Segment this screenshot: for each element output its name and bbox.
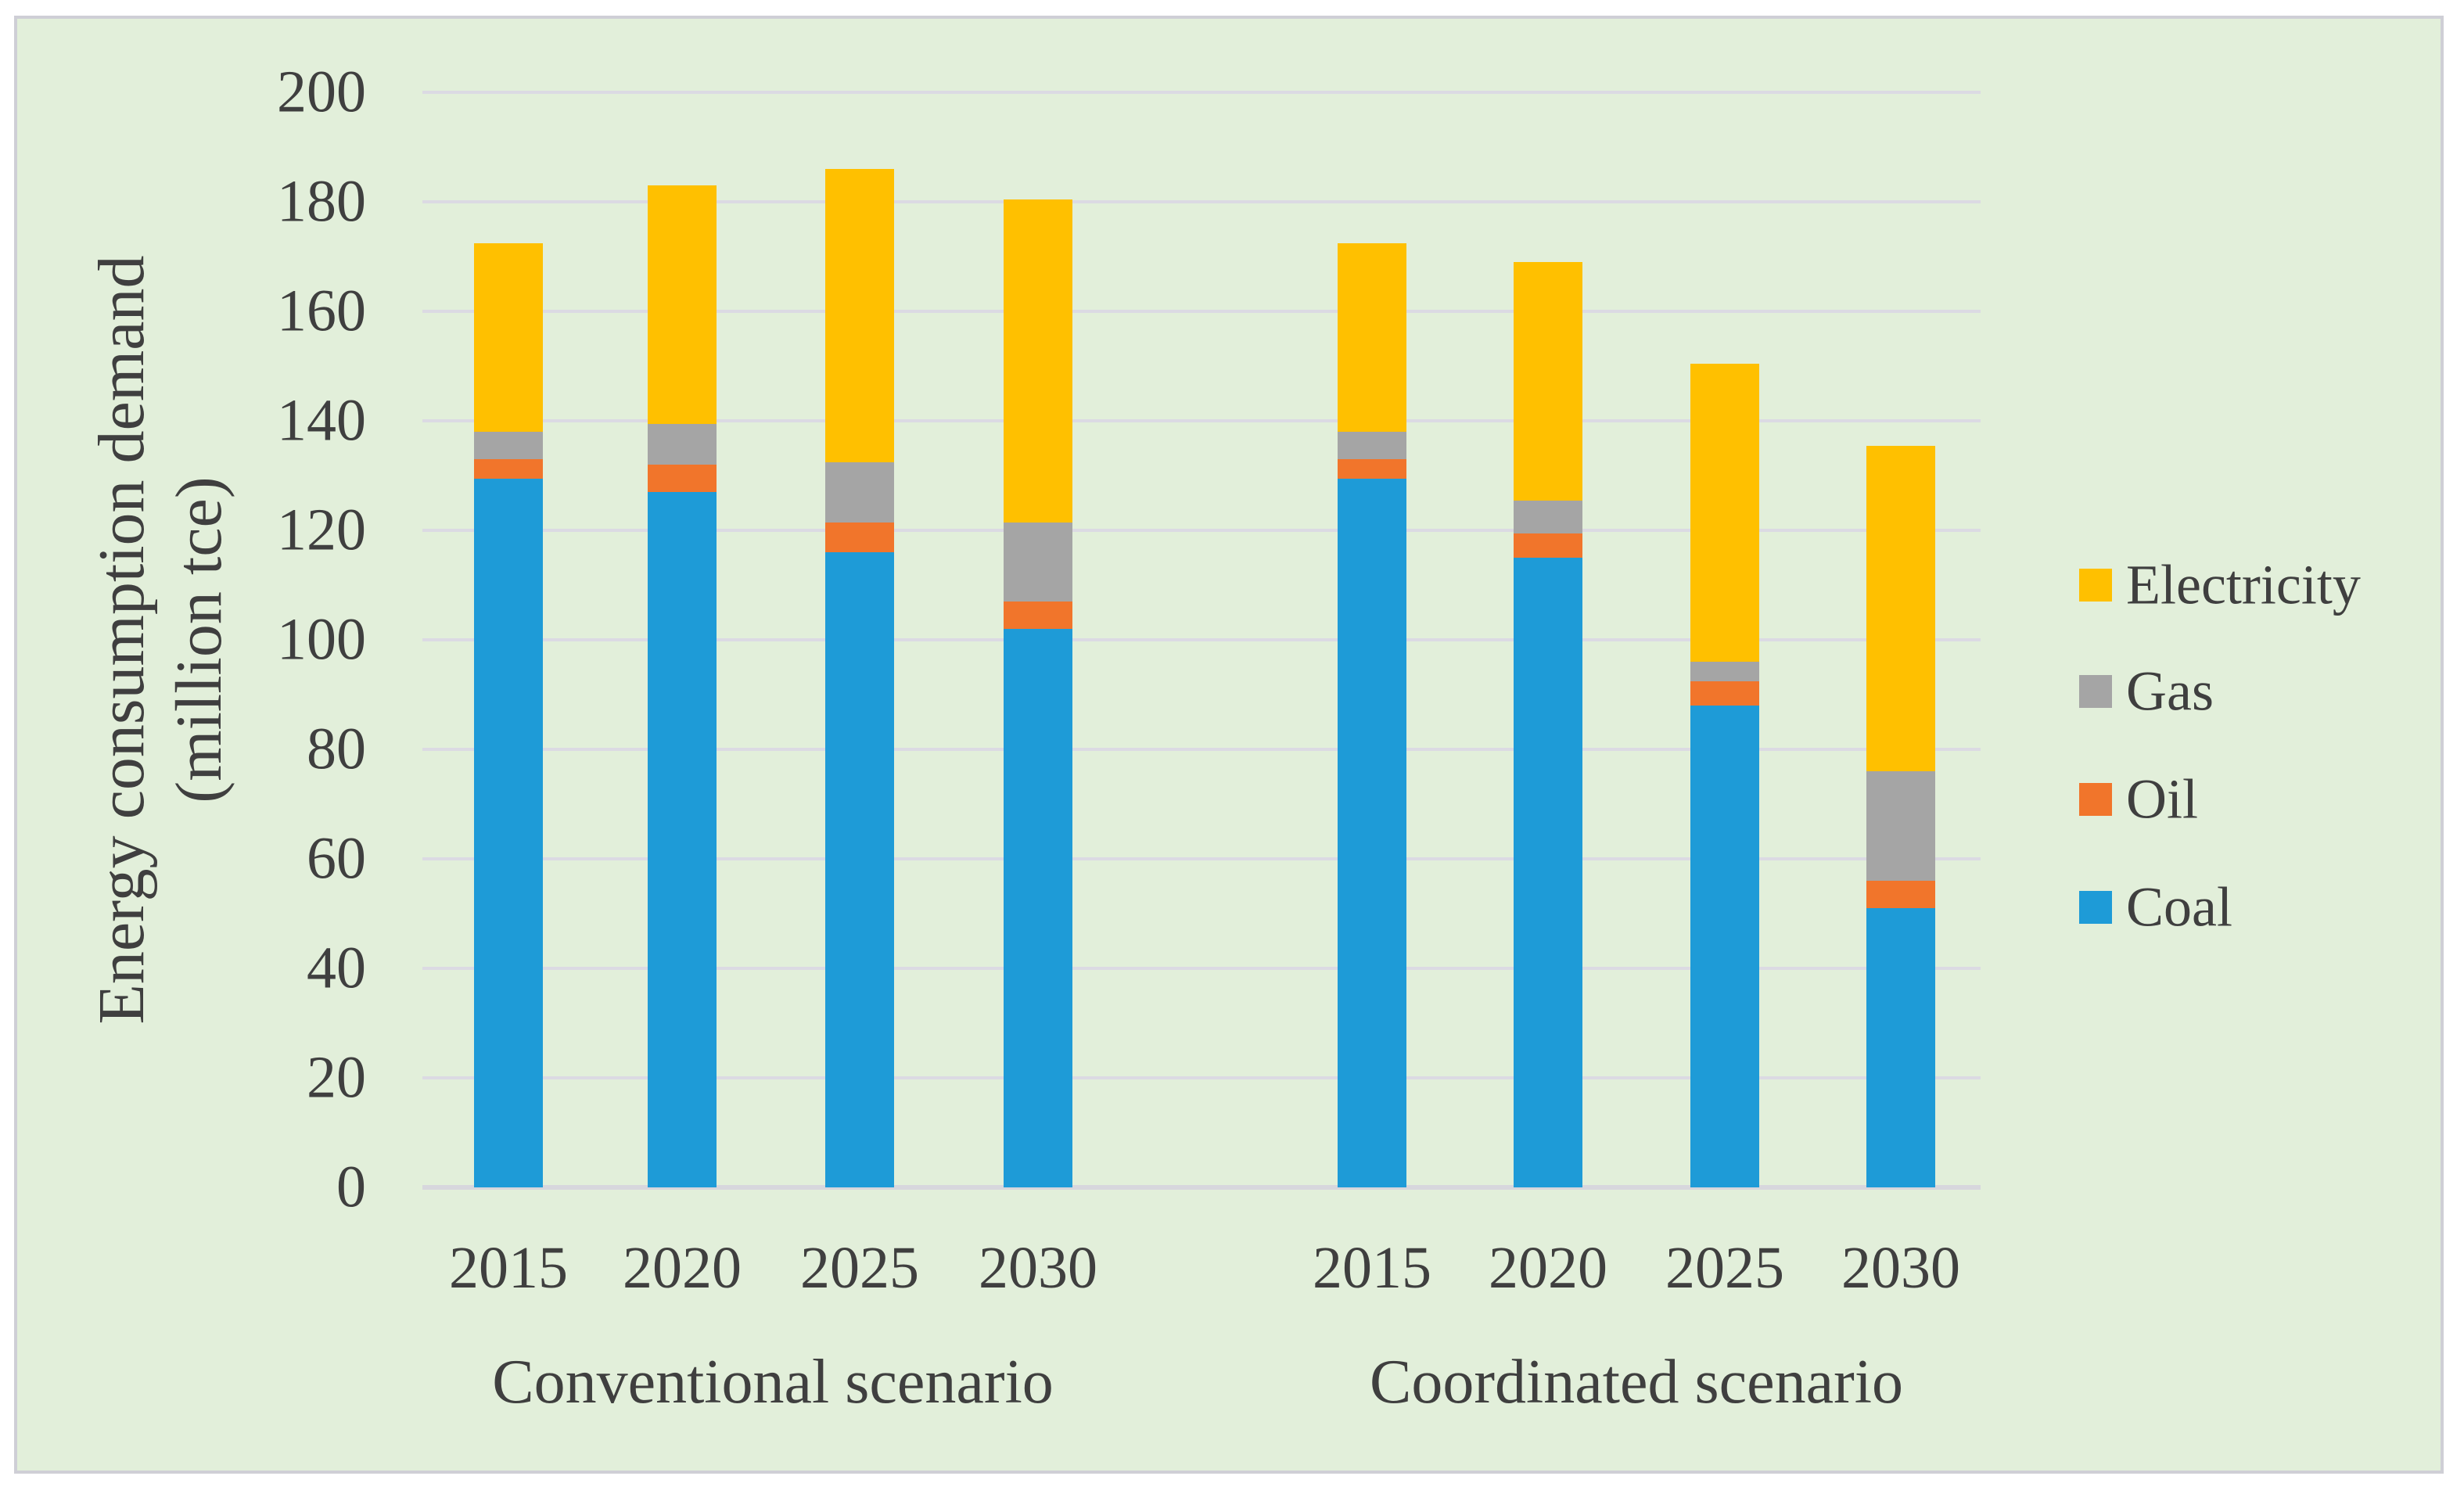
bar-segment-gas-coordinated-2020 <box>1514 500 1582 533</box>
gridline-20 <box>422 1076 1981 1079</box>
legend-swatch-coal <box>2079 891 2112 924</box>
bar-segment-coal-conventional-2030 <box>1004 629 1072 1187</box>
bar-segment-gas-coordinated-2030 <box>1866 771 1935 881</box>
y-tick-label-40: 40 <box>307 935 366 1001</box>
bar-segment-electricity-coordinated-2030 <box>1866 445 1935 771</box>
y-tick-label-180: 180 <box>277 168 366 235</box>
gridline-80 <box>422 748 1981 751</box>
bar-segment-gas-coordinated-2015 <box>1338 432 1406 459</box>
year-label-conventional-2020: 2020 <box>623 1235 742 1301</box>
bar-segment-oil-conventional-2015 <box>474 459 543 479</box>
bar-segment-coal-coordinated-2020 <box>1514 558 1582 1187</box>
bar-segment-oil-coordinated-2015 <box>1338 459 1406 479</box>
gridline-200 <box>422 91 1981 94</box>
chart-panel <box>14 16 2444 1474</box>
bar-segment-coal-conventional-2015 <box>474 478 543 1187</box>
year-label-coordinated-2025: 2025 <box>1665 1235 1784 1301</box>
legend-swatch-gas <box>2079 675 2112 708</box>
year-label-coordinated-2030: 2030 <box>1841 1235 1960 1301</box>
y-tick-label-60: 60 <box>307 825 366 892</box>
y-tick-label-100: 100 <box>277 606 366 673</box>
legend-label-oil: Oil <box>2126 767 2199 831</box>
bar-segment-oil-conventional-2025 <box>825 522 894 552</box>
gridline-180 <box>422 200 1981 203</box>
bar-segment-electricity-conventional-2025 <box>825 169 894 462</box>
y-tick-label-140: 140 <box>277 387 366 454</box>
bar-segment-electricity-conventional-2015 <box>474 242 543 432</box>
bar-segment-coal-conventional-2020 <box>648 492 717 1187</box>
legend-label-coal: Coal <box>2126 875 2232 939</box>
bar-segment-gas-coordinated-2025 <box>1690 662 1759 681</box>
y-tick-label-160: 160 <box>277 278 366 344</box>
gridline-60 <box>422 857 1981 860</box>
bar-segment-oil-conventional-2020 <box>648 465 717 492</box>
bar-segment-gas-conventional-2015 <box>474 432 543 459</box>
legend-label-gas: Gas <box>2126 659 2214 723</box>
year-label-coordinated-2015: 2015 <box>1313 1235 1431 1301</box>
bar-segment-electricity-coordinated-2015 <box>1338 242 1406 432</box>
year-label-conventional-2015: 2015 <box>449 1235 568 1301</box>
bar-segment-coal-coordinated-2025 <box>1690 706 1759 1187</box>
bar-segment-coal-coordinated-2030 <box>1866 908 1935 1187</box>
year-label-conventional-2030: 2030 <box>979 1235 1097 1301</box>
bar-segment-electricity-conventional-2030 <box>1004 199 1072 523</box>
bar-segment-oil-coordinated-2030 <box>1866 881 1935 908</box>
group-label-conventional-scenario: Conventional scenario <box>492 1348 1054 1417</box>
bar-segment-oil-conventional-2030 <box>1004 602 1072 629</box>
gridline-120 <box>422 529 1981 532</box>
bar-segment-coal-coordinated-2015 <box>1338 478 1406 1187</box>
legend-swatch-electricity <box>2079 569 2112 602</box>
y-tick-label-200: 200 <box>277 59 366 125</box>
year-label-coordinated-2020: 2020 <box>1489 1235 1607 1301</box>
y-axis-title: Energy consumption demand (million tce) <box>83 53 238 1226</box>
gridline-100 <box>422 638 1981 641</box>
gridline-160 <box>422 310 1981 313</box>
year-label-conventional-2025: 2025 <box>800 1235 919 1301</box>
bar-segment-electricity-coordinated-2025 <box>1690 363 1759 662</box>
bar-segment-gas-conventional-2030 <box>1004 522 1072 602</box>
plot-area <box>422 91 1981 1190</box>
bar-segment-oil-coordinated-2020 <box>1514 533 1582 558</box>
legend-swatch-oil <box>2079 783 2112 816</box>
x-axis-line <box>422 1185 1981 1190</box>
bar-segment-gas-conventional-2020 <box>648 423 717 465</box>
y-tick-label-20: 20 <box>307 1044 366 1111</box>
y-axis-title-line2: (million tce) <box>163 476 235 803</box>
legend-label-electricity: Electricity <box>2126 553 2361 616</box>
y-tick-label-120: 120 <box>277 497 366 563</box>
y-tick-label-0: 0 <box>336 1154 366 1220</box>
bar-segment-gas-conventional-2025 <box>825 461 894 523</box>
bar-segment-electricity-conventional-2020 <box>648 185 717 424</box>
bar-segment-coal-conventional-2025 <box>825 552 894 1187</box>
y-tick-label-80: 80 <box>307 716 366 782</box>
bar-segment-electricity-coordinated-2020 <box>1514 262 1582 501</box>
gridline-40 <box>422 967 1981 970</box>
gridline-140 <box>422 419 1981 422</box>
bar-segment-oil-coordinated-2025 <box>1690 681 1759 706</box>
y-axis-title-line1: Energy consumption demand <box>84 255 158 1025</box>
group-label-coordinated-scenario: Coordinated scenario <box>1370 1348 1903 1417</box>
